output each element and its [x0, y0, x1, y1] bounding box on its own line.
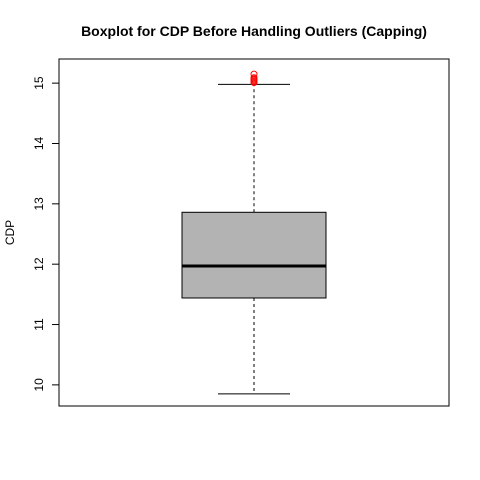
y-tick-label: 12	[32, 257, 46, 271]
y-tick-label: 14	[32, 136, 46, 150]
outlier-point	[250, 70, 258, 78]
outlier-point	[250, 74, 258, 82]
y-axis-label: CDP	[3, 220, 17, 245]
y-tick-label: 13	[32, 197, 46, 211]
chart-title: Boxplot for CDP Before Handling Outliers…	[81, 23, 427, 39]
boxplot	[181, 70, 327, 395]
y-tick-label: 11	[32, 318, 46, 331]
y-tick-label: 10	[32, 378, 46, 392]
iqr-box	[181, 211, 327, 299]
y-tick-label: 15	[32, 76, 46, 90]
y-axis: 10 11 12 13 14 15	[32, 76, 60, 392]
